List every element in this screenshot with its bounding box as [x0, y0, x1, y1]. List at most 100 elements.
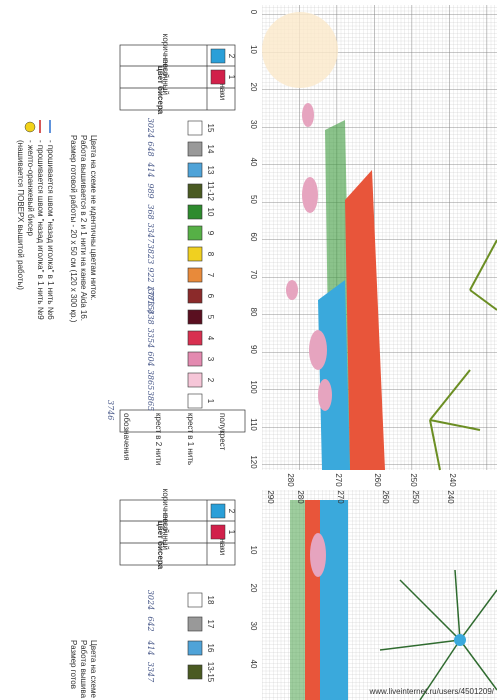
table-header: крест в 1 нить [186, 413, 195, 465]
axis-label: 40 [249, 660, 258, 669]
thread-code: 838 [146, 309, 155, 324]
bead-swatch [210, 503, 226, 519]
axis-label: 240 [446, 490, 455, 504]
thread-swatch [187, 664, 203, 680]
thread-code: 604 [146, 351, 155, 366]
axis-label: 20 [249, 584, 258, 593]
thread-number: 6 [206, 294, 215, 299]
thread-number: 18 [206, 596, 215, 605]
note: Размер готовой работы - 20 х 50 см (120 … [69, 135, 78, 323]
axis-label: 270 [334, 473, 343, 487]
handwritten-note: (3815) [146, 287, 155, 314]
axis-label: 30 [249, 120, 258, 129]
table-header: обозначения [122, 413, 131, 461]
note: Цвета на схеме [89, 640, 98, 698]
thread-code: 3823 [146, 244, 155, 264]
thread-code: 3024 [146, 118, 155, 138]
thread-number: 13-15 [206, 662, 215, 683]
axis-label: 60 [249, 233, 258, 242]
thread-swatch [187, 267, 203, 283]
bead-swatch [210, 524, 226, 540]
axis-label: 280 [296, 490, 305, 504]
thread-number: 15 [206, 124, 215, 133]
thread-number: 11-12 [206, 181, 215, 201]
axis-label: 70 [249, 270, 258, 279]
chart-grid [262, 5, 497, 471]
thread-swatch [187, 162, 203, 178]
thread-number: 8 [206, 252, 215, 257]
note: Цвета на схеме не идентичны цветам ниток… [89, 135, 98, 300]
thread-swatch [187, 183, 203, 199]
thread-number: 2 [206, 378, 215, 383]
axis-label: 250 [411, 490, 420, 504]
axis-label: 20 [249, 83, 258, 92]
bead-name: песочный [161, 59, 170, 95]
thread-code: 3865 [146, 391, 155, 411]
legend-header: знаки [218, 535, 227, 556]
bead-number: 1 [227, 530, 236, 535]
legend-header: знаки [218, 80, 227, 101]
bead-number: 2 [227, 54, 236, 59]
thread-code: 3773 [146, 286, 155, 306]
thread-swatch [187, 309, 203, 325]
thread-swatch [187, 225, 203, 241]
chart-grid [262, 490, 497, 700]
thread-swatch [187, 393, 203, 409]
thread-number: 9 [206, 231, 215, 236]
legend-title: цвет бисера [156, 521, 165, 570]
bead-swatch [210, 69, 226, 85]
thread-number: 5 [206, 315, 215, 320]
thread-code: 368 [146, 204, 155, 219]
stitch-note: (нашивается ПОВЕРХ вышитой работы) [16, 140, 25, 290]
thread-number: 4 [206, 336, 215, 341]
thread-number: 13 [206, 166, 215, 175]
axis-label: 280 [286, 473, 295, 487]
thread-swatch [187, 592, 203, 608]
thread-code: 648 [146, 141, 155, 156]
stitch-note: - прошивается швом "назад иголка" в 1 ни… [36, 140, 45, 320]
thread-code: 922 [146, 267, 155, 282]
bead-name: коричневый [161, 489, 170, 533]
note: Работа вышивается в 2 и 1 нити на канве … [79, 135, 88, 321]
thread-code: 414 [146, 639, 155, 655]
thread-code: 3024 [146, 590, 155, 610]
thread-code: 3347 [146, 662, 155, 683]
axis-label: 100 [249, 380, 258, 394]
legend-title: цвет бисера [156, 66, 165, 115]
handwritten-note: 3746 [106, 400, 115, 420]
bead-number: 2 [227, 509, 236, 514]
axis-label: 270 [336, 490, 345, 504]
thread-number: 1 [206, 399, 215, 404]
thread-swatch [187, 330, 203, 346]
axis-label: 110 [249, 418, 258, 431]
thread-number: 14 [206, 145, 215, 154]
thread-number: 3 [206, 357, 215, 362]
axis-label: 30 [249, 622, 258, 631]
thread-code: 3865 [146, 370, 155, 390]
axis-label: 90 [249, 345, 258, 354]
note: Работа вышива [79, 640, 88, 699]
bead-sample [24, 121, 36, 133]
axis-label: 120 [249, 455, 258, 469]
thread-number: 10 [206, 208, 215, 217]
thread-swatch [187, 246, 203, 262]
bead-number: 1 [227, 75, 236, 80]
bead-swatch [210, 48, 226, 64]
axis-label: 260 [373, 473, 382, 487]
thread-code: 989 [146, 183, 155, 198]
axis-label: 50 [249, 195, 258, 204]
thread-swatch [187, 351, 203, 367]
axis-label: 290 [266, 490, 275, 504]
legend-frame [119, 44, 246, 566]
bead-name: коричневый [161, 34, 170, 78]
table-header: полукрест [218, 413, 227, 451]
axis-label: 0 [249, 10, 258, 15]
thread-swatch [187, 120, 203, 136]
axis-label: 10 [249, 546, 258, 555]
thread-swatch [187, 288, 203, 304]
thread-number: 7 [206, 273, 215, 278]
thread-number: 16 [206, 644, 215, 653]
thread-swatch [187, 372, 203, 388]
thread-swatch [187, 141, 203, 157]
